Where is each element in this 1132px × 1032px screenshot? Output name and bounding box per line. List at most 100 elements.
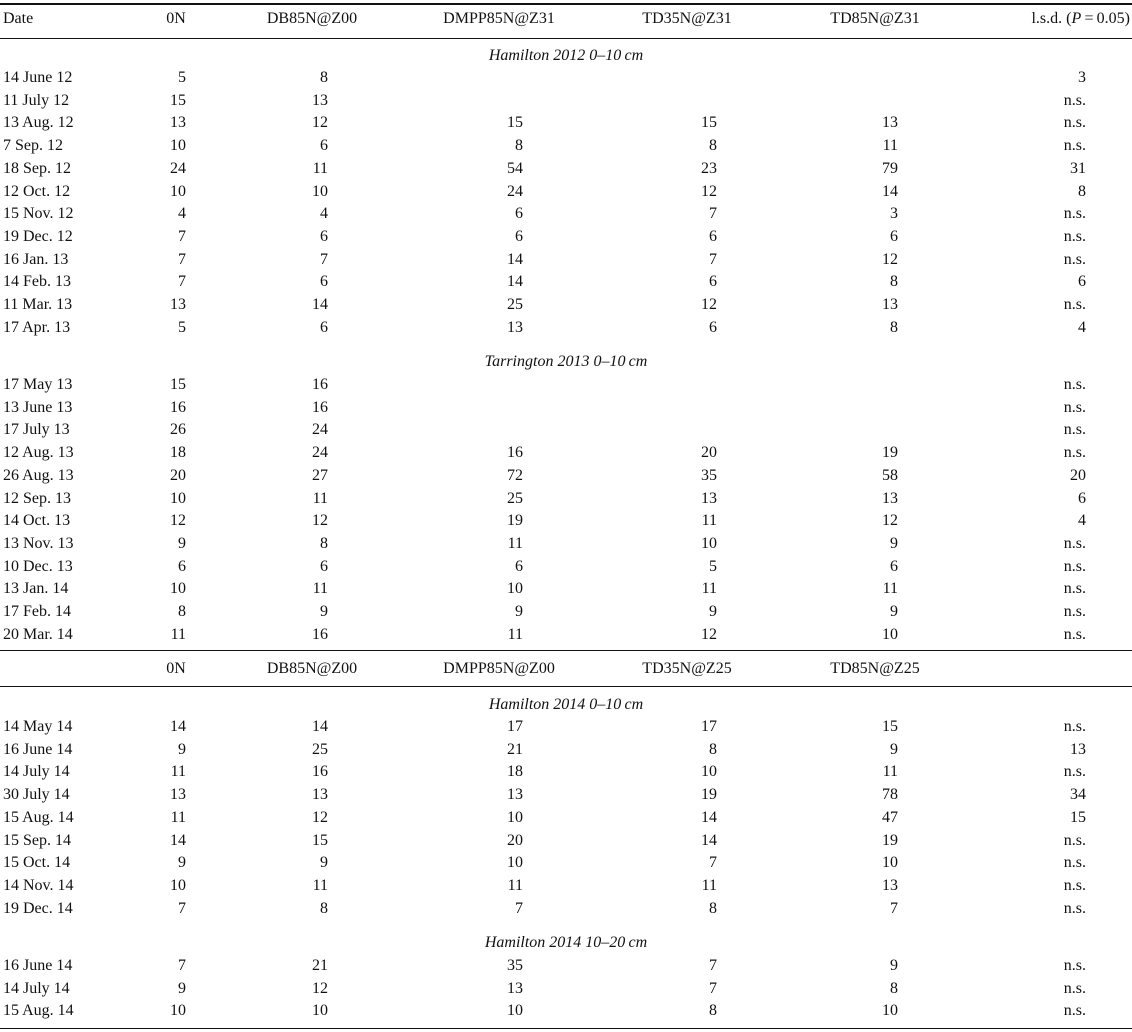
row-date: 16 June 14 (3, 740, 73, 758)
value-cell: 9 (515, 603, 523, 620)
value-cell: 26 (170, 421, 186, 439)
value-cell: 16 (170, 398, 186, 416)
value-cell: 10 (507, 580, 523, 598)
lsd-cell: 13 (1070, 740, 1086, 758)
value-cell: 7 (709, 250, 717, 268)
value-cell: 7 (515, 899, 523, 917)
lsd-cell: n.s. (1063, 444, 1086, 462)
value-cell: 10 (507, 1002, 523, 1020)
value-cell: 14 (701, 831, 717, 849)
value-cell: 13 (507, 318, 523, 336)
row-date: 17 Feb. 14 (3, 603, 71, 620)
value-cell: 7 (890, 899, 898, 917)
row-date: 15 Nov. 12 (3, 205, 74, 223)
value-cell: 6 (515, 557, 523, 575)
table-row: 14 Nov. 14 10 11 11 11 13 n.s. (0, 875, 1132, 897)
value-cell: 16 (312, 625, 328, 643)
value-cell: 18 (170, 444, 186, 462)
value-cell: 6 (709, 227, 717, 245)
row-date: 18 Sep. 12 (3, 159, 71, 177)
row-date: 17 Apr. 13 (3, 318, 71, 336)
value-cell: 10 (312, 1002, 328, 1020)
value-cell: 8 (890, 979, 898, 997)
row-date: 11 Mar. 13 (3, 296, 73, 313)
lsd-cell: n.s. (1063, 421, 1086, 439)
value-cell: 10 (701, 534, 717, 552)
value-cell: 35 (507, 957, 523, 974)
lsd-cell: n.s. (1063, 250, 1086, 268)
table-row: 19 Dec. 14 7 8 7 8 7 n.s. (0, 898, 1132, 920)
lsd-cell: n.s. (1063, 114, 1086, 132)
value-cell: 4 (178, 205, 186, 223)
value-cell: 10 (170, 182, 186, 200)
value-cell: 3 (890, 205, 898, 223)
row-date: 14 May 14 (3, 718, 73, 735)
table-row: 14 Oct. 13 12 12 19 11 12 4 (0, 510, 1132, 532)
table-row: 30 July 14 13 13 13 19 78 34 (0, 784, 1132, 806)
value-cell: 11 (312, 489, 328, 507)
table-row: 15 Sep. 14 14 15 20 14 19 n.s. (0, 830, 1132, 852)
lsd-cell: 4 (1078, 512, 1086, 530)
table-row: 19 Dec. 12 7 6 6 6 6 n.s. (0, 226, 1132, 248)
lsd-cell: 20 (1070, 466, 1086, 484)
row-date: 14 July 14 (3, 763, 70, 781)
lsd-cell: 8 (1078, 182, 1086, 200)
value-cell: 11 (312, 159, 328, 177)
value-cell: 6 (320, 137, 328, 155)
row-date: 15 Aug. 14 (3, 1002, 74, 1020)
table-row: 12 Aug. 13 18 24 16 20 19 n.s. (0, 442, 1132, 464)
value-cell: 10 (312, 182, 328, 200)
value-cell: 18 (507, 763, 523, 781)
value-cell: 54 (507, 159, 523, 177)
value-cell: 10 (882, 854, 898, 872)
row-date: 19 Dec. 12 (3, 227, 73, 245)
value-cell: 14 (170, 718, 186, 735)
header-date: Date (3, 10, 34, 27)
value-cell: 25 (312, 740, 328, 758)
section-title: Hamilton 2014 10–20 cm (484, 934, 648, 951)
value-cell: 17 (701, 718, 717, 735)
value-cell: 15 (701, 114, 717, 132)
value-cell: 12 (701, 296, 717, 313)
lsd-cell: n.s. (1063, 534, 1086, 552)
value-cell: 13 (170, 296, 186, 313)
value-cell: 6 (890, 227, 898, 245)
value-cell: 5 (178, 318, 186, 336)
value-cell: 14 (882, 182, 898, 200)
value-cell: 19 (882, 444, 898, 462)
table-row: 11 July 12 15 13 n.s. (0, 90, 1132, 112)
value-cell: 10 (882, 1002, 898, 1020)
value-cell: 6 (515, 205, 523, 223)
lsd-cell: n.s. (1063, 296, 1086, 313)
value-cell: 58 (882, 466, 898, 484)
table-header-row: Date 0N DB85N@Z00 DMPP85N@Z31 TD35N@Z31 … (0, 8, 1132, 30)
value-cell: 8 (709, 137, 717, 155)
value-cell: 12 (312, 512, 328, 530)
value-cell: 13 (312, 91, 328, 109)
top-rule (0, 3, 1132, 5)
table-row: 13 Aug. 12 13 12 15 15 13 n.s. (0, 112, 1132, 134)
value-cell: 12 (312, 114, 328, 132)
value-cell: 8 (320, 534, 328, 552)
table-row: 15 Nov. 12 4 4 6 7 3 n.s. (0, 203, 1132, 225)
value-cell: 13 (882, 876, 898, 894)
value-cell: 6 (320, 273, 328, 291)
lsd-cell: n.s. (1063, 398, 1086, 416)
value-cell: 12 (882, 512, 898, 530)
header-col-dmpp85n: DMPP85N@Z31 (443, 10, 555, 27)
header-col-td35n: TD35N@Z31 (642, 10, 732, 27)
subheader-col-td35n: TD35N@Z25 (642, 660, 732, 677)
value-cell: 6 (515, 227, 523, 245)
table-row: 16 June 14 7 21 35 7 9 n.s. (0, 955, 1132, 977)
value-cell: 6 (320, 227, 328, 245)
value-cell: 14 (170, 831, 186, 849)
lsd-cell: n.s. (1063, 876, 1086, 894)
value-cell: 13 (507, 786, 523, 804)
value-cell: 13 (170, 114, 186, 132)
table-row: 14 May 14 14 14 17 17 15 n.s. (0, 716, 1132, 738)
table-row: 17 May 13 15 16 n.s. (0, 374, 1132, 396)
value-cell: 10 (170, 876, 186, 894)
row-date: 14 July 14 (3, 979, 70, 997)
value-cell: 9 (709, 603, 717, 620)
value-cell: 11 (507, 876, 523, 894)
